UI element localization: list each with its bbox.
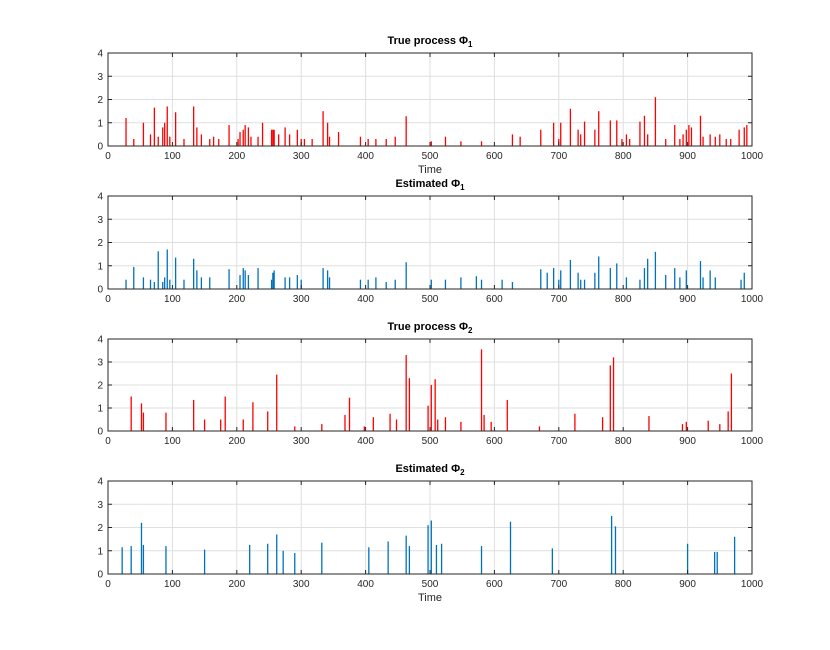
x-tick-label: 100 [164, 579, 181, 590]
x-tick-label: 700 [550, 151, 567, 162]
x-tick-label: 900 [679, 579, 696, 590]
x-tick-label: 600 [486, 151, 503, 162]
x-tick-label: 900 [679, 294, 696, 305]
x-tick-label: 500 [422, 151, 439, 162]
panel-title-4: Estimated Φ2 [395, 463, 465, 477]
x-tick-label: 0 [105, 579, 111, 590]
x-tick-label: 800 [615, 294, 632, 305]
x-tick-label: 800 [615, 151, 632, 162]
y-tick-label: 0 [97, 142, 103, 153]
y-tick-label: 4 [97, 335, 103, 346]
x-tick-label: 0 [105, 294, 111, 305]
x-tick-label: 100 [164, 436, 181, 447]
panel-title-text: Estimated Φ [395, 463, 460, 475]
x-tick-label: 500 [422, 294, 439, 305]
x-tick-label: 200 [228, 151, 245, 162]
x-tick-label: 1000 [741, 151, 764, 162]
y-tick-label: 2 [97, 523, 103, 534]
panel-title-text: True process Φ [387, 35, 468, 47]
y-tick-label: 4 [97, 477, 103, 488]
x-tick-label: 0 [105, 151, 111, 162]
x-tick-label: 700 [550, 436, 567, 447]
y-tick-label: 1 [97, 261, 103, 272]
y-tick-label: 1 [97, 546, 103, 557]
y-tick-label: 1 [97, 118, 103, 129]
panel-title-2: Estimated Φ1 [395, 178, 465, 192]
y-tick-label: 2 [97, 95, 103, 106]
x-tick-label: 500 [422, 579, 439, 590]
x-tick-label: 400 [357, 579, 374, 590]
y-tick-label: 3 [97, 215, 103, 226]
x-tick-label: 100 [164, 151, 181, 162]
x-tick-label: 600 [486, 294, 503, 305]
y-tick-label: 1 [97, 404, 103, 415]
y-tick-label: 4 [97, 49, 103, 60]
x-tick-label: 900 [679, 151, 696, 162]
x-tick-label: 500 [422, 436, 439, 447]
x-tick-label: 800 [615, 579, 632, 590]
y-tick-label: 4 [97, 192, 103, 203]
x-tick-label: 400 [357, 151, 374, 162]
y-tick-label: 2 [97, 238, 103, 249]
panel-title-text: Estimated Φ [395, 178, 460, 190]
x-tick-label: 200 [228, 579, 245, 590]
y-tick-label: 2 [97, 381, 103, 392]
panel-title-3: True process Φ2 [387, 321, 473, 335]
y-tick-label: 0 [97, 570, 103, 581]
x-axis-label: Time [418, 592, 442, 604]
panel-title-subscript: 1 [468, 40, 473, 49]
x-tick-label: 400 [357, 436, 374, 447]
y-tick-label: 3 [97, 500, 103, 511]
x-tick-label: 200 [228, 436, 245, 447]
x-tick-label: 100 [164, 294, 181, 305]
y-tick-label: 3 [97, 72, 103, 83]
x-tick-label: 800 [615, 436, 632, 447]
x-tick-label: 200 [228, 294, 245, 305]
x-tick-label: 1000 [741, 579, 764, 590]
x-tick-label: 600 [486, 579, 503, 590]
panel-title-subscript: 2 [468, 326, 473, 335]
x-tick-label: 300 [293, 436, 310, 447]
x-tick-label: 400 [357, 294, 374, 305]
y-tick-label: 3 [97, 358, 103, 369]
x-tick-label: 700 [550, 579, 567, 590]
x-tick-label: 900 [679, 436, 696, 447]
y-tick-label: 0 [97, 285, 103, 296]
panel-title-1: True process Φ1 [387, 35, 473, 49]
y-tick-label: 0 [97, 427, 103, 438]
x-axis-label: Time [418, 164, 442, 176]
x-tick-label: 300 [293, 294, 310, 305]
panel-title-subscript: 1 [460, 183, 465, 192]
x-tick-label: 700 [550, 294, 567, 305]
x-tick-label: 0 [105, 436, 111, 447]
panel-title-subscript: 2 [460, 468, 465, 477]
x-tick-label: 300 [293, 579, 310, 590]
panel-title-text: True process Φ [387, 321, 468, 333]
x-tick-label: 600 [486, 436, 503, 447]
x-tick-label: 1000 [741, 436, 764, 447]
x-tick-label: 1000 [741, 294, 764, 305]
x-tick-label: 300 [293, 151, 310, 162]
